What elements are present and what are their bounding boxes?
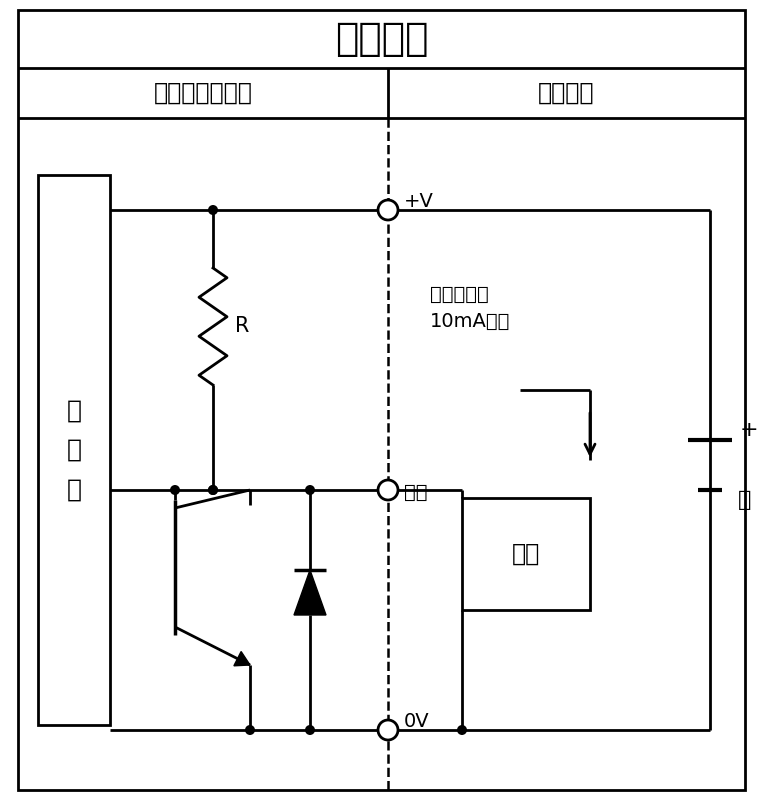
Circle shape [378,720,398,740]
Circle shape [305,485,315,495]
Bar [462,498,590,610]
Circle shape [457,725,467,735]
Polygon shape [294,570,326,615]
Text: R: R [235,316,250,336]
Text: +: + [740,420,758,440]
Circle shape [378,480,398,500]
Text: 外部连接: 外部连接 [538,81,594,105]
Bar [38,175,110,725]
Circle shape [170,485,180,495]
Text: 负载: 负载 [512,542,540,566]
Circle shape [305,725,315,735]
Circle shape [208,485,218,495]
Circle shape [245,725,255,735]
Text: 主
电
路: 主 电 路 [66,399,82,501]
Circle shape [208,205,218,215]
Circle shape [378,200,398,220]
Circle shape [208,485,218,495]
Text: 电压输出: 电压输出 [335,20,428,58]
Polygon shape [234,651,250,666]
Text: 流出电流：
10mA以下: 流出电流： 10mA以下 [430,285,510,331]
Text: －: － [738,490,752,510]
Text: +V: +V [404,192,434,211]
Text: 旋转编码器电路: 旋转编码器电路 [153,81,253,105]
Text: 输出: 输出 [404,482,427,501]
Text: 0V: 0V [404,712,430,731]
